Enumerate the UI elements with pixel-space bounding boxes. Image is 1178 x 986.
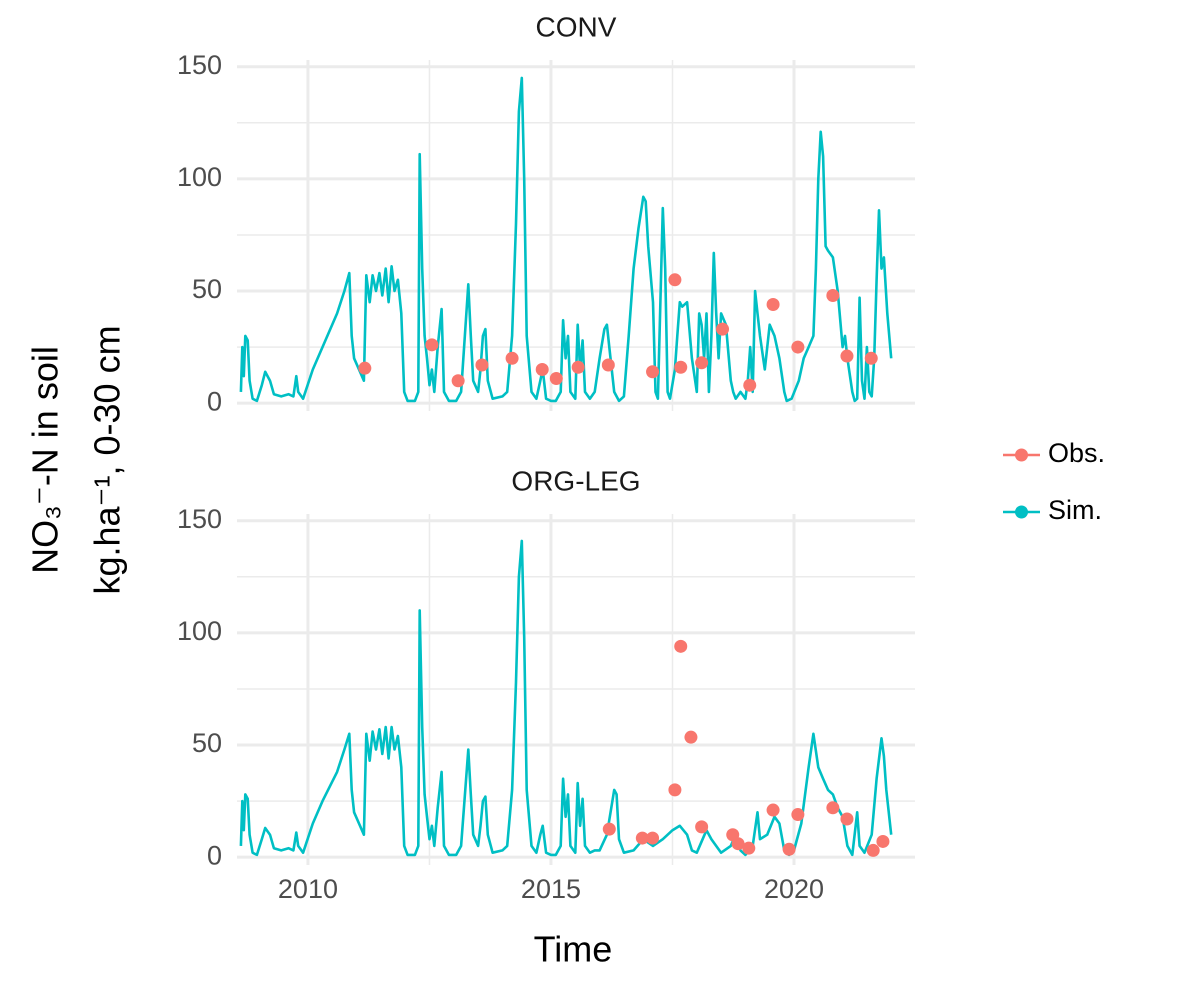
y-tick-label: 50	[192, 274, 222, 304]
obs-point	[684, 730, 698, 744]
obs-point	[826, 288, 840, 302]
obs-point	[766, 803, 780, 817]
obs-point	[716, 322, 730, 336]
legend-point	[1015, 505, 1028, 519]
y-tick-label: 0	[207, 840, 222, 870]
obs-point	[451, 374, 465, 388]
y-tick-label: 100	[177, 616, 222, 646]
y-axis-title: kg.ha⁻¹, 0-30 cm	[87, 325, 128, 594]
x-axis-title: Time	[534, 929, 613, 970]
obs-point	[602, 822, 616, 836]
y-axis-title: NO₃⁻-N in soil	[25, 346, 66, 574]
legend-point	[1015, 448, 1028, 462]
obs-point	[646, 365, 660, 379]
obs-point	[866, 843, 880, 857]
obs-point	[826, 801, 840, 815]
legend-label: Sim.	[1048, 495, 1102, 525]
obs-point	[695, 356, 709, 370]
obs-point	[766, 297, 780, 311]
obs-point	[731, 837, 745, 851]
facet-title: CONV	[536, 11, 617, 42]
x-tick-label: 2010	[278, 874, 338, 904]
obs-point	[840, 349, 854, 363]
x-tick-label: 2015	[521, 874, 581, 904]
x-tick-label: 2020	[764, 874, 824, 904]
obs-point	[743, 378, 757, 392]
obs-point	[742, 841, 756, 855]
y-tick-label: 150	[177, 504, 222, 534]
obs-point	[549, 371, 563, 385]
obs-point	[505, 351, 519, 365]
obs-point	[635, 831, 649, 845]
obs-point	[668, 273, 682, 287]
obs-point	[601, 358, 615, 372]
legend-label: Obs.	[1048, 438, 1105, 468]
sim-line	[239, 76, 893, 403]
facet-title: ORG-LEG	[511, 465, 640, 496]
obs-point	[695, 820, 709, 834]
obs-point	[674, 360, 688, 374]
obs-point	[646, 831, 660, 845]
y-tick-label: 50	[192, 728, 222, 758]
obs-point	[791, 808, 805, 822]
obs-point	[425, 338, 439, 352]
y-tick-label: 100	[177, 162, 222, 192]
obs-point	[571, 360, 585, 374]
obs-point	[535, 363, 549, 377]
obs-point	[791, 340, 805, 354]
y-tick-label: 0	[207, 386, 222, 416]
y-tick-label: 150	[177, 50, 222, 80]
obs-point	[475, 358, 489, 372]
obs-point	[876, 834, 890, 848]
obs-point	[668, 783, 682, 797]
obs-point	[864, 351, 878, 365]
obs-point	[674, 639, 688, 653]
obs-point	[358, 361, 372, 375]
obs-point	[782, 842, 796, 856]
obs-point	[840, 812, 854, 826]
sim-line	[239, 539, 893, 857]
